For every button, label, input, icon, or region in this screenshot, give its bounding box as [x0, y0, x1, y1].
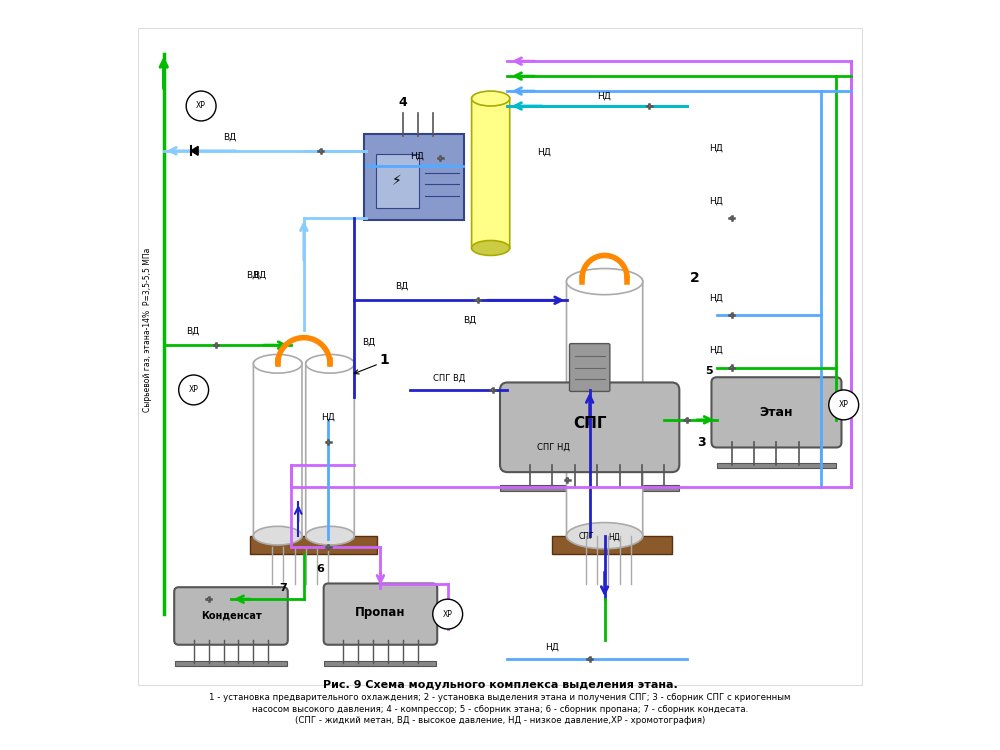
Text: ХР: ХР: [189, 386, 199, 394]
Circle shape: [439, 157, 442, 160]
Text: 1: 1: [379, 353, 389, 367]
Text: НД: НД: [608, 532, 620, 542]
Text: СПГ НД: СПГ НД: [537, 442, 570, 452]
Text: 6: 6: [317, 564, 325, 574]
Text: 3: 3: [697, 436, 706, 448]
Ellipse shape: [472, 241, 510, 256]
Text: ВД: ВД: [395, 282, 409, 291]
Text: Сырьевой газ, этана-14%  Р=3,5-5,5 МПа: Сырьевой газ, этана-14% Р=3,5-5,5 МПа: [143, 248, 152, 412]
Circle shape: [730, 314, 733, 316]
Text: Этан: Этан: [760, 406, 793, 418]
Ellipse shape: [306, 355, 354, 374]
Text: ВД: ВД: [362, 338, 375, 347]
Text: ВД: ВД: [246, 271, 259, 280]
FancyBboxPatch shape: [500, 382, 679, 472]
Text: НД: НД: [709, 144, 723, 153]
Text: ХР: ХР: [196, 101, 206, 110]
Text: НД: НД: [537, 148, 551, 157]
Ellipse shape: [253, 526, 302, 545]
FancyBboxPatch shape: [250, 536, 377, 554]
FancyBboxPatch shape: [569, 344, 610, 392]
FancyBboxPatch shape: [472, 96, 510, 250]
Polygon shape: [191, 146, 198, 155]
Text: ВД: ВД: [253, 271, 267, 280]
Text: 2: 2: [689, 271, 699, 285]
Circle shape: [319, 149, 322, 152]
Circle shape: [186, 91, 216, 121]
Circle shape: [730, 366, 733, 369]
Circle shape: [588, 658, 591, 660]
Circle shape: [179, 375, 209, 405]
Ellipse shape: [567, 268, 643, 295]
Text: ВД: ВД: [224, 133, 237, 142]
Text: насосом высокого давления; 4 - компрессор; 5 - сборник этана; 6 - сборник пропан: насосом высокого давления; 4 - компрессо…: [252, 704, 748, 713]
Text: ХР: ХР: [839, 400, 849, 410]
Text: 4: 4: [398, 96, 407, 109]
Text: ВД: ВД: [186, 327, 199, 336]
FancyBboxPatch shape: [324, 662, 436, 667]
Ellipse shape: [306, 526, 354, 545]
Text: 1 - установка предварительного охлаждения; 2 - установка выделения этана и получ: 1 - установка предварительного охлаждени…: [209, 693, 791, 702]
Text: НД: НД: [709, 293, 723, 302]
FancyBboxPatch shape: [253, 360, 302, 539]
FancyBboxPatch shape: [552, 536, 672, 554]
Text: НД: НД: [410, 152, 424, 160]
Circle shape: [491, 388, 494, 392]
FancyBboxPatch shape: [174, 587, 288, 645]
FancyBboxPatch shape: [138, 28, 862, 685]
FancyBboxPatch shape: [500, 484, 679, 490]
Text: Рис. 9 Схема модульного комплекса выделения этана.: Рис. 9 Схема модульного комплекса выделе…: [323, 680, 677, 690]
Circle shape: [215, 344, 217, 346]
Ellipse shape: [253, 355, 302, 374]
Circle shape: [829, 390, 859, 420]
Circle shape: [207, 598, 210, 601]
Text: 7: 7: [279, 583, 287, 593]
FancyBboxPatch shape: [717, 464, 836, 469]
Text: СПГ ВД: СПГ ВД: [433, 374, 465, 383]
Circle shape: [685, 419, 688, 422]
Text: НД: НД: [321, 413, 335, 422]
Text: ⚡: ⚡: [392, 174, 402, 188]
Circle shape: [566, 478, 569, 481]
FancyBboxPatch shape: [711, 377, 841, 448]
FancyBboxPatch shape: [567, 277, 643, 540]
Text: ВД: ВД: [463, 316, 476, 325]
Text: ХР: ХР: [443, 610, 453, 619]
Text: (СПГ - жидкий метан, ВД - высокое давление, НД - низкое давление,ХР - хромотогра: (СПГ - жидкий метан, ВД - высокое давлен…: [295, 716, 705, 724]
Text: СПГ: СПГ: [578, 532, 594, 542]
Text: НД: НД: [597, 92, 611, 100]
Circle shape: [730, 217, 733, 220]
FancyBboxPatch shape: [306, 360, 354, 539]
FancyBboxPatch shape: [324, 584, 437, 645]
Text: 5: 5: [705, 366, 713, 376]
FancyBboxPatch shape: [376, 154, 419, 208]
Text: НД: НД: [709, 346, 723, 355]
FancyBboxPatch shape: [364, 134, 464, 220]
Circle shape: [327, 545, 329, 548]
Text: НД: НД: [545, 643, 559, 652]
Text: СПГ: СПГ: [573, 416, 606, 431]
Text: Конденсат: Конденсат: [201, 610, 261, 620]
Ellipse shape: [567, 523, 643, 549]
Circle shape: [648, 105, 651, 107]
FancyBboxPatch shape: [175, 662, 287, 667]
Text: Пропан: Пропан: [355, 606, 406, 619]
Ellipse shape: [472, 91, 510, 106]
Circle shape: [433, 599, 463, 629]
Text: НД: НД: [709, 196, 723, 206]
Circle shape: [476, 299, 479, 302]
Circle shape: [327, 441, 329, 443]
